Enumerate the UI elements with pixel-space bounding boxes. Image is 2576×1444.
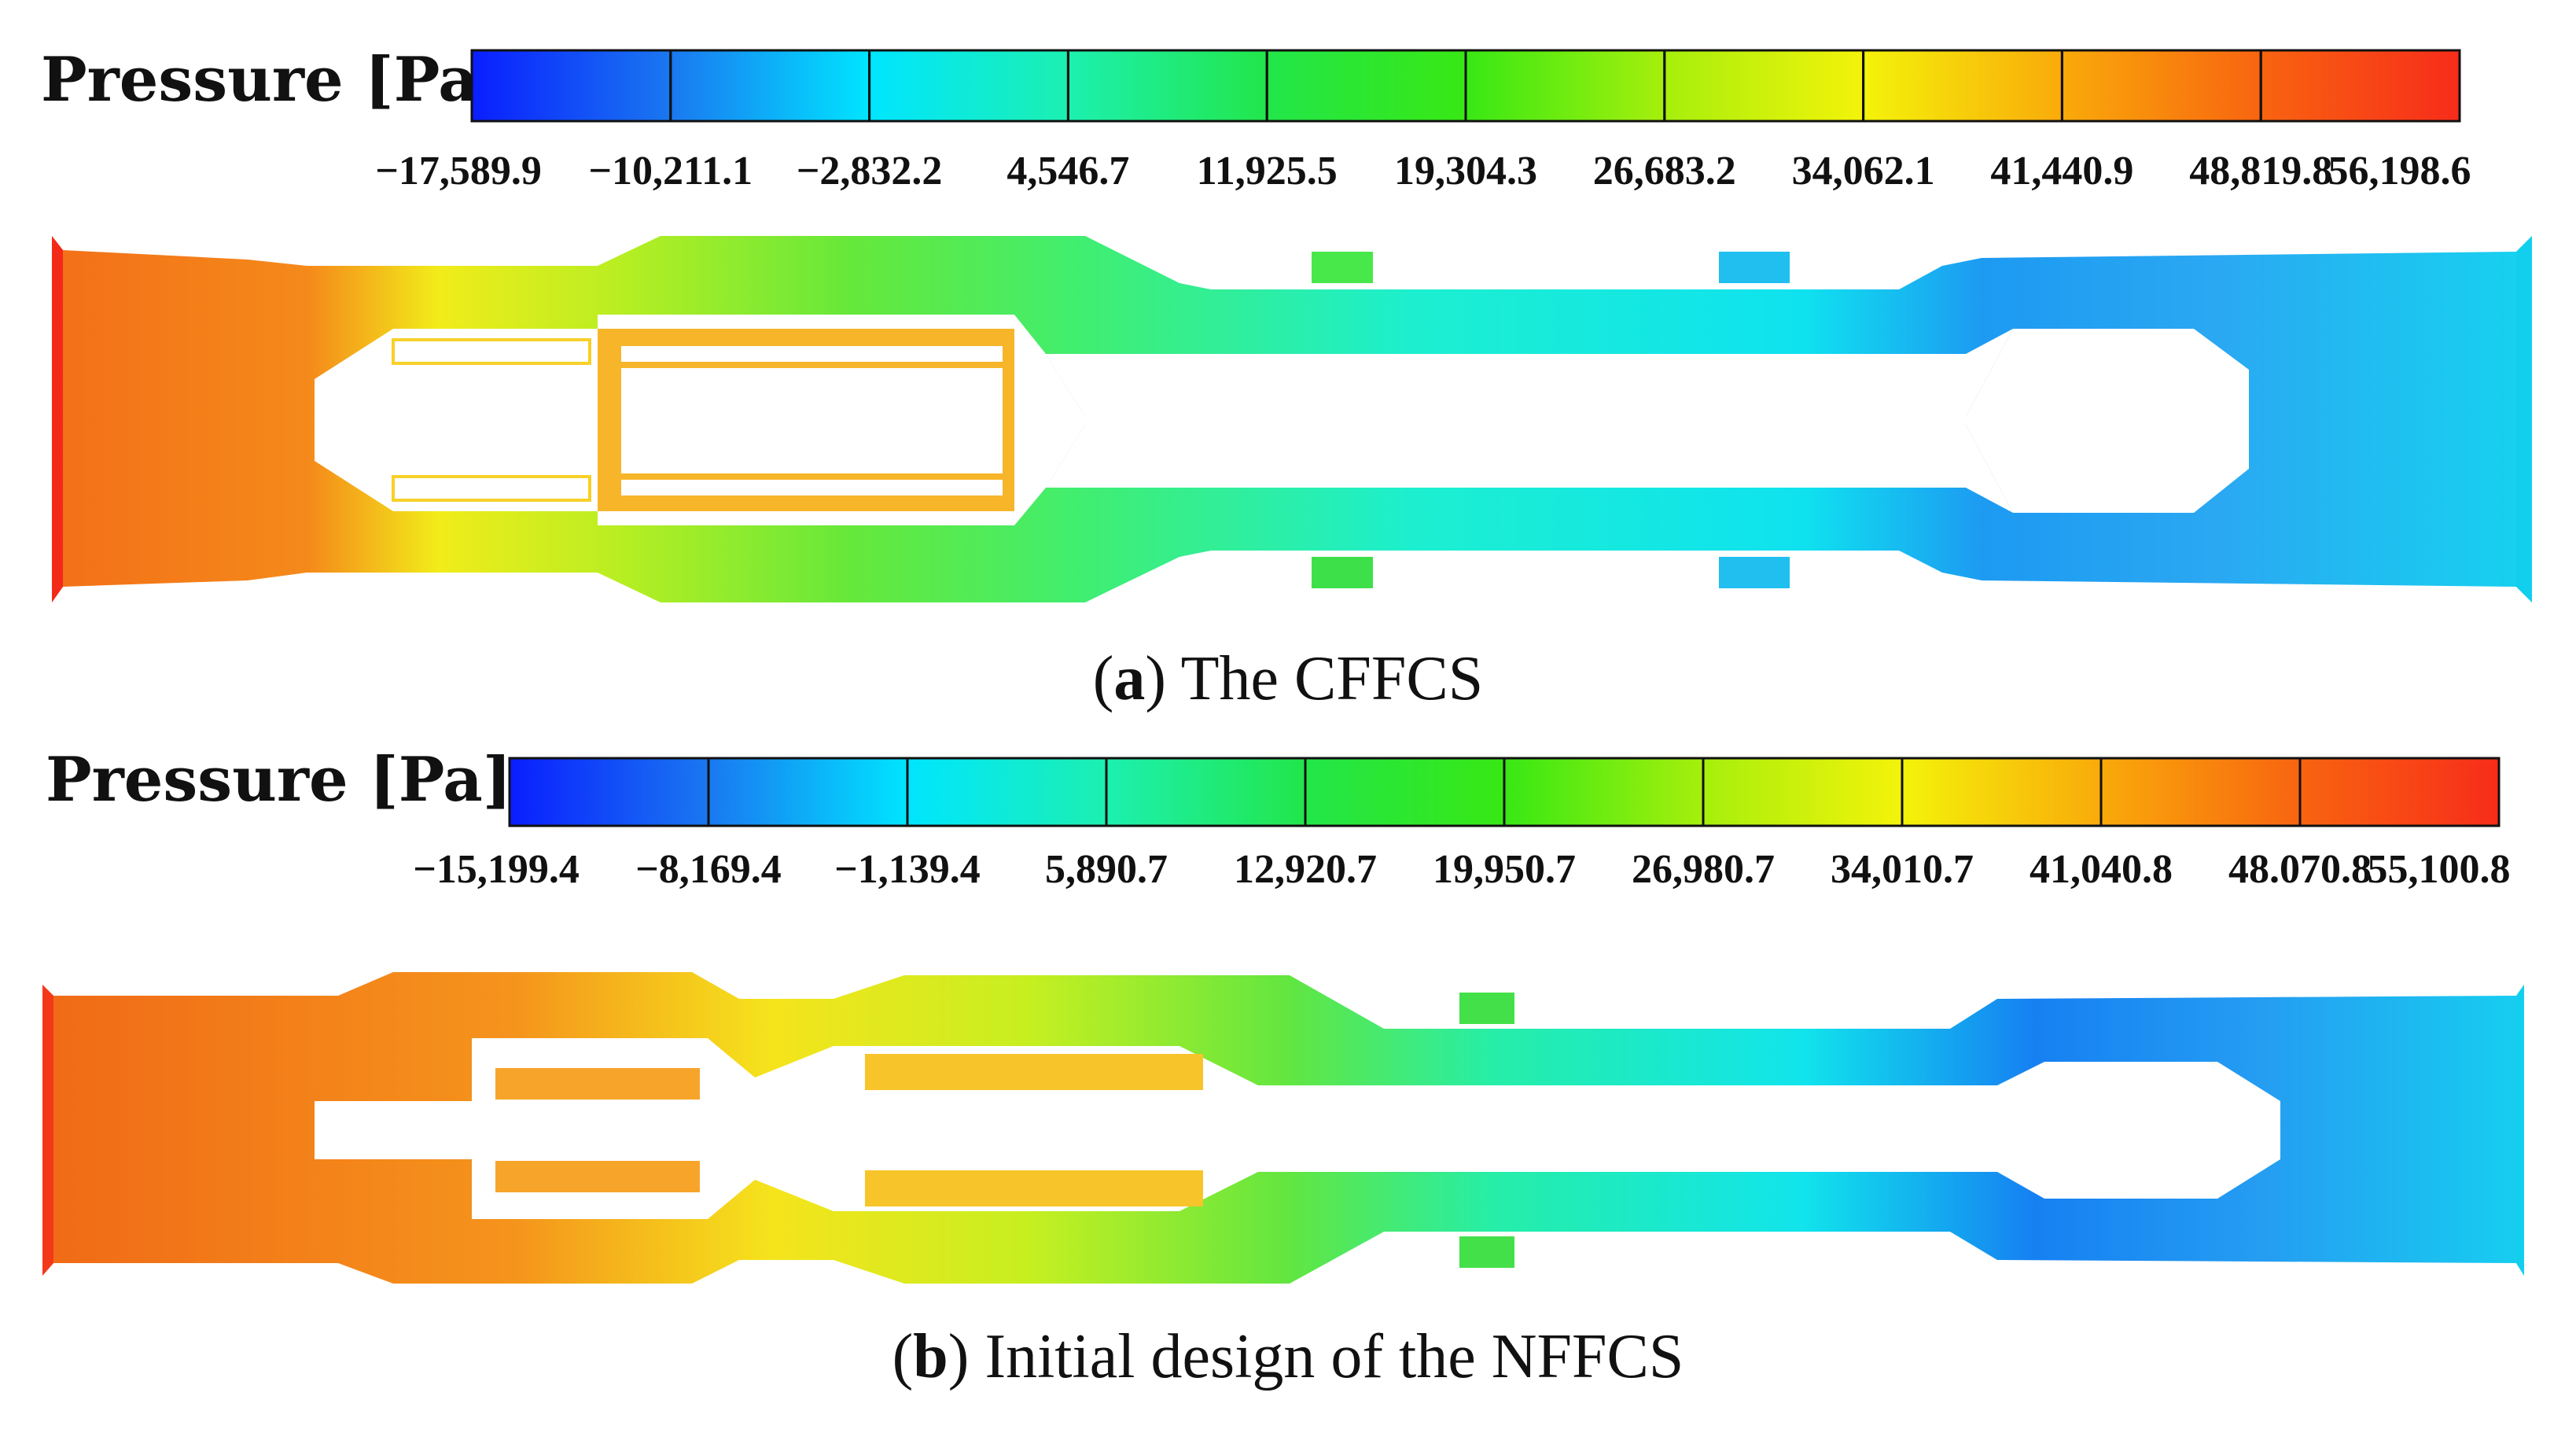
bump-b1 <box>1459 993 1514 1024</box>
colorbar-tick-label: 19,950.7 <box>1433 847 1576 892</box>
colorbar-band <box>2259 49 2461 123</box>
colorbar-tick-label: −17,589.9 <box>375 149 542 193</box>
colorbar-tick-label: 55,100.8 <box>2367 847 2511 892</box>
caption-letter-a: a <box>1113 644 1146 713</box>
colorbar-tick-label: 48.070.8 <box>2228 847 2372 892</box>
colorbar-tick-label: 12,920.7 <box>1234 847 1377 892</box>
colorbar-tick-label: 26,683.2 <box>1592 149 1736 193</box>
colorbar-tick-label: 26,980.7 <box>1632 847 1775 892</box>
colorbar-band <box>2298 757 2501 827</box>
colorbar-tick-label: 4,546.7 <box>1006 149 1130 193</box>
bump-a2 <box>1719 252 1790 283</box>
flow-domain-b <box>42 972 2524 1284</box>
caption-b: (b) Initial design of the NFFCS <box>892 1322 1684 1391</box>
flow-domain-a <box>52 236 2532 602</box>
colorbar-tick-label: 56,198.6 <box>2328 149 2471 193</box>
colorbar-tick-label: 41,040.8 <box>2030 847 2173 892</box>
panel-b: Pressure [Pa] −15,199.4 −8,169.4 −1,139.4 5… <box>0 708 2576 1444</box>
caption-text-a: The CFFCS <box>1180 644 1484 713</box>
colorbar-tick-label: 48,819.8 <box>2189 149 2333 193</box>
caption-letter-b: b <box>913 1322 948 1391</box>
colorbar-tick-label: 34,062.1 <box>1791 149 1935 193</box>
bump-a1 <box>1312 252 1373 283</box>
colorbar-tick-label: 19,304.3 <box>1394 149 1537 193</box>
colorbar-tick-label: 34,010.7 <box>1831 847 1974 892</box>
inlet-edge-a <box>52 236 63 602</box>
colorbar-a <box>470 49 2461 123</box>
colorbar-tick-label: −2,832.2 <box>796 149 943 193</box>
caption-text-b: Initial design of the NFFCS <box>984 1322 1684 1391</box>
caption-a: (a) The CFFCS <box>1092 644 1484 713</box>
spool-b1 <box>495 1068 700 1100</box>
spool-b2 <box>865 1054 1203 1090</box>
panel-a: Pressure [Pa] −17,589.9 −10,211.1 −2,832.2… <box>0 0 2576 713</box>
colorbar-tick-label: −1,139.4 <box>834 847 981 892</box>
colorbar-tick-label: −15,199.4 <box>413 847 580 892</box>
colorbar-title-a: Pressure [Pa] <box>41 44 507 116</box>
colorbar-tick-label: 5,890.7 <box>1045 847 1168 892</box>
colorbar-b <box>508 757 2501 827</box>
inner-cavity-b <box>315 1038 2280 1219</box>
colorbar-tick-label: 41,440.9 <box>1990 149 2134 193</box>
colorbar-tick-label: −8,169.4 <box>635 847 782 892</box>
colorbar-tick-label: 11,925.5 <box>1196 149 1338 193</box>
colorbar-tick-label: −10,211.1 <box>588 149 753 193</box>
colorbar-title-b: Pressure [Pa] <box>46 744 512 816</box>
